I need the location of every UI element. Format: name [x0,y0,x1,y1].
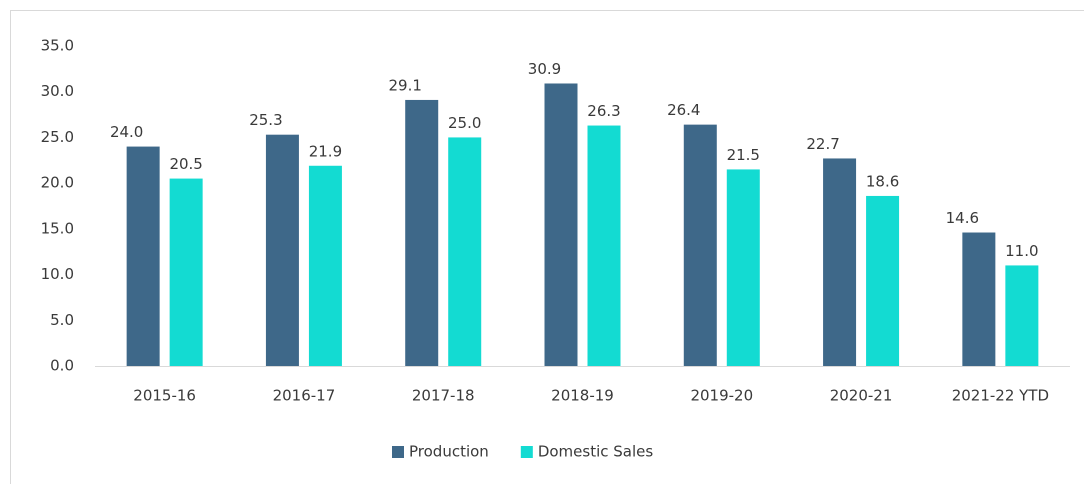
data-label: 25.3 [249,111,282,129]
y-tick-label: 5.0 [50,311,74,329]
data-label: 14.6 [946,209,979,227]
data-label: 21.9 [309,142,342,160]
y-tick-label: 25.0 [41,128,74,146]
data-label: 26.3 [587,102,620,120]
bar [544,83,578,366]
data-label: 22.7 [806,135,839,153]
x-tick-label: 2021-22 YTD [952,387,1049,405]
y-tick-label: 20.0 [41,174,74,192]
data-label: 30.9 [528,60,561,78]
data-label: 11.0 [1005,242,1038,260]
x-tick-label: 2015-16 [133,387,196,405]
bar [405,99,439,366]
data-label: 24.0 [110,123,143,141]
data-label: 20.5 [169,155,202,173]
y-tick-label: 10.0 [41,265,74,283]
bar [169,178,203,366]
legend-label: Production [409,443,489,461]
bar [126,146,160,366]
y-tick-label: 15.0 [41,219,74,237]
bar [448,137,482,366]
bar [587,125,621,367]
y-tick-label: 0.0 [50,357,74,375]
bar [308,165,342,366]
legend-label: Domestic Sales [538,443,654,461]
x-tick-label: 2017-18 [412,387,475,405]
y-tick-label: 30.0 [41,82,74,100]
x-tick-label: 2020-21 [830,387,893,405]
bar [726,169,760,366]
legend-swatch [520,446,533,458]
legend-swatch [392,446,404,458]
data-label: 25.0 [448,114,481,132]
bar [683,124,717,366]
bar [823,158,857,366]
data-label: 21.5 [727,146,760,164]
data-label: 26.4 [667,101,700,119]
data-label: 18.6 [866,172,899,190]
bar [866,195,900,366]
bar [962,232,996,366]
x-tick-label: 2018-19 [551,387,614,405]
bar [1005,265,1039,366]
x-tick-label: 2019-20 [690,387,753,405]
data-label: 29.1 [389,76,422,94]
bar [265,134,299,366]
y-tick-label: 35.0 [41,37,74,55]
x-tick-label: 2016-17 [273,387,336,405]
